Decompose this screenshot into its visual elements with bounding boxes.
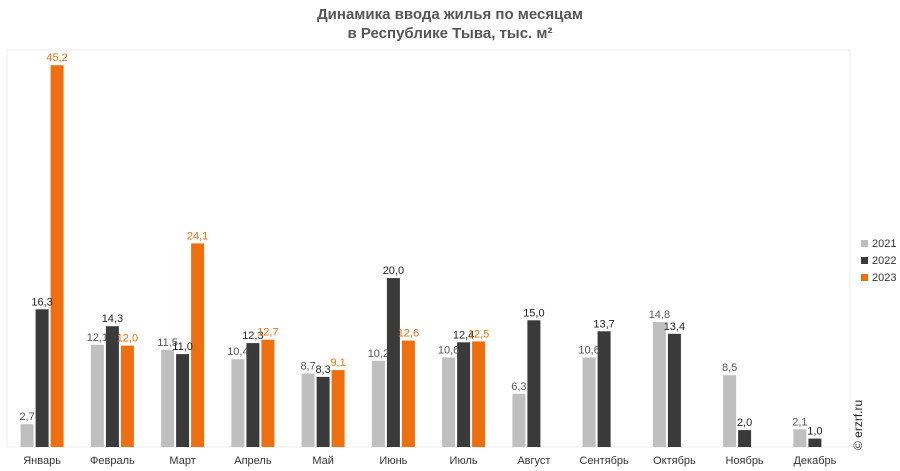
bar-2022-1: [35, 309, 49, 447]
x-tick-label-10: Октябрь: [653, 455, 696, 467]
bar-2022-10: [667, 333, 681, 447]
chart-title-line-2: в Республике Тыва, тыс. м²: [347, 25, 553, 42]
value-label-2022-11: 2,0: [737, 417, 752, 429]
legend-label-2023: 2023: [872, 271, 897, 284]
bar-2021-11: [723, 375, 737, 447]
legend: 2021 2022 2023: [861, 235, 896, 286]
bar-2022-4: [246, 343, 260, 447]
bar-2022-5: [316, 376, 330, 447]
legend-swatch-2023: [861, 274, 868, 281]
x-tick-label-4: Апрель: [234, 455, 272, 467]
value-label-2022-1: 16,3: [31, 296, 52, 308]
bar-2021-1: [20, 424, 34, 447]
bar-2021-8: [512, 393, 526, 447]
bar-2022-2: [105, 326, 119, 447]
bar-2021-2: [90, 344, 104, 447]
legend-label-2021: 2021: [872, 237, 897, 250]
x-tick-label-5: Май: [312, 455, 334, 467]
bar-2021-6: [371, 360, 385, 447]
x-tick-label-11: Ноябрь: [726, 455, 764, 467]
legend-swatch-2021: [861, 240, 868, 247]
value-label-2022-10: 13,4: [664, 321, 685, 333]
value-label-2021-7: 10,6: [438, 345, 459, 357]
plot-area: [6, 49, 851, 448]
value-label-2021-1: 2,7: [19, 411, 34, 423]
bar-2021-4: [231, 359, 245, 447]
bars-layer: [20, 65, 822, 447]
x-tick-label-1: Январь: [23, 455, 61, 467]
value-label-2022-12: 1,0: [807, 426, 822, 438]
value-label-2022-7: 12,4: [453, 329, 474, 341]
bar-2023-6: [401, 340, 415, 447]
x-tick-label-8: Август: [517, 455, 550, 467]
value-label-2021-8: 6,3: [511, 381, 526, 393]
value-label-2022-5: 8,3: [315, 364, 330, 376]
bar-2022-11: [738, 430, 752, 447]
value-label-2021-10: 14,8: [649, 309, 670, 321]
plot-border: [6, 49, 851, 448]
legend-swatch-2022: [861, 257, 868, 264]
value-label-2023-2: 12,0: [117, 333, 138, 345]
value-label-2022-3: 11,0: [172, 341, 193, 353]
value-label-2021-4: 10,4: [227, 346, 248, 358]
bar-2022-7: [457, 342, 471, 447]
bar-2022-6: [386, 278, 400, 447]
bar-2021-7: [442, 357, 456, 447]
chart-title-line-1: Динамика ввода жилья по месяцам: [317, 6, 583, 23]
bar-2021-12: [793, 429, 807, 447]
value-label-2023-1: 45,2: [46, 52, 67, 64]
value-label-2022-2: 14,3: [102, 313, 123, 325]
bar-2022-3: [176, 354, 190, 447]
value-label-2022-4: 12,3: [242, 330, 263, 342]
value-label-2023-7: 12,5: [468, 328, 489, 340]
value-label-2023-5: 9,1: [330, 357, 345, 369]
value-label-2022-6: 20,0: [383, 265, 404, 277]
x-tick-label-6: Июнь: [379, 455, 407, 467]
legend-item-2022: 2022: [861, 252, 896, 269]
value-label-2021-5: 8,7: [300, 361, 315, 373]
x-tick-label-12: Декабрь: [793, 455, 836, 467]
watermark: © erzrf.ru: [851, 399, 865, 450]
legend-item-2023: 2023: [861, 269, 896, 286]
x-axis-labels: Январь Февраль Март Апрель Май Июнь Июль Август…: [23, 455, 836, 467]
chart-title: Динамика ввода жилья по месяцам в Респуб…: [0, 5, 900, 43]
legend-item-2021: 2021: [861, 235, 896, 252]
bar-2023-5: [331, 370, 345, 447]
bar-2023-4: [261, 339, 275, 447]
value-label-2021-9: 10,6: [578, 345, 599, 357]
x-tick-label-2: Февраль: [90, 455, 135, 467]
x-tick-label-9: Сентябрь: [579, 455, 629, 467]
value-label-2021-12: 2,1: [792, 416, 807, 428]
x-tick-label-7: Июль: [450, 455, 478, 467]
legend-label-2022: 2022: [872, 254, 897, 267]
value-label-2023-3: 24,1: [187, 230, 208, 242]
bar-2021-9: [582, 357, 596, 447]
value-label-2022-9: 13,7: [593, 318, 614, 330]
bar-2023-7: [472, 341, 486, 447]
value-label-2021-6: 10,2: [368, 348, 389, 360]
value-label-2021-11: 8,5: [722, 362, 737, 374]
bar-2022-8: [527, 320, 541, 447]
value-label-2021-2: 12,1: [87, 332, 108, 344]
bar-2021-3: [161, 349, 175, 447]
value-label-2022-8: 15,0: [523, 307, 544, 319]
bar-2023-2: [120, 345, 134, 447]
bar-2023-3: [191, 243, 205, 447]
bar-2022-9: [597, 331, 611, 447]
value-label-2021-3: 11,5: [157, 337, 178, 349]
bar-2021-5: [301, 373, 315, 447]
value-label-2023-6: 12,6: [398, 328, 419, 340]
value-label-2023-4: 12,7: [257, 327, 278, 339]
x-tick-label-3: Март: [169, 455, 195, 467]
value-labels-layer: 2,7 16,3 45,2 12,1 14,3 12,0 11,511,0 24,1 10,4 1…: [19, 52, 822, 437]
bar-2022-12: [808, 438, 822, 447]
bar-2021-10: [652, 322, 666, 447]
bar-2023-1: [50, 65, 64, 447]
